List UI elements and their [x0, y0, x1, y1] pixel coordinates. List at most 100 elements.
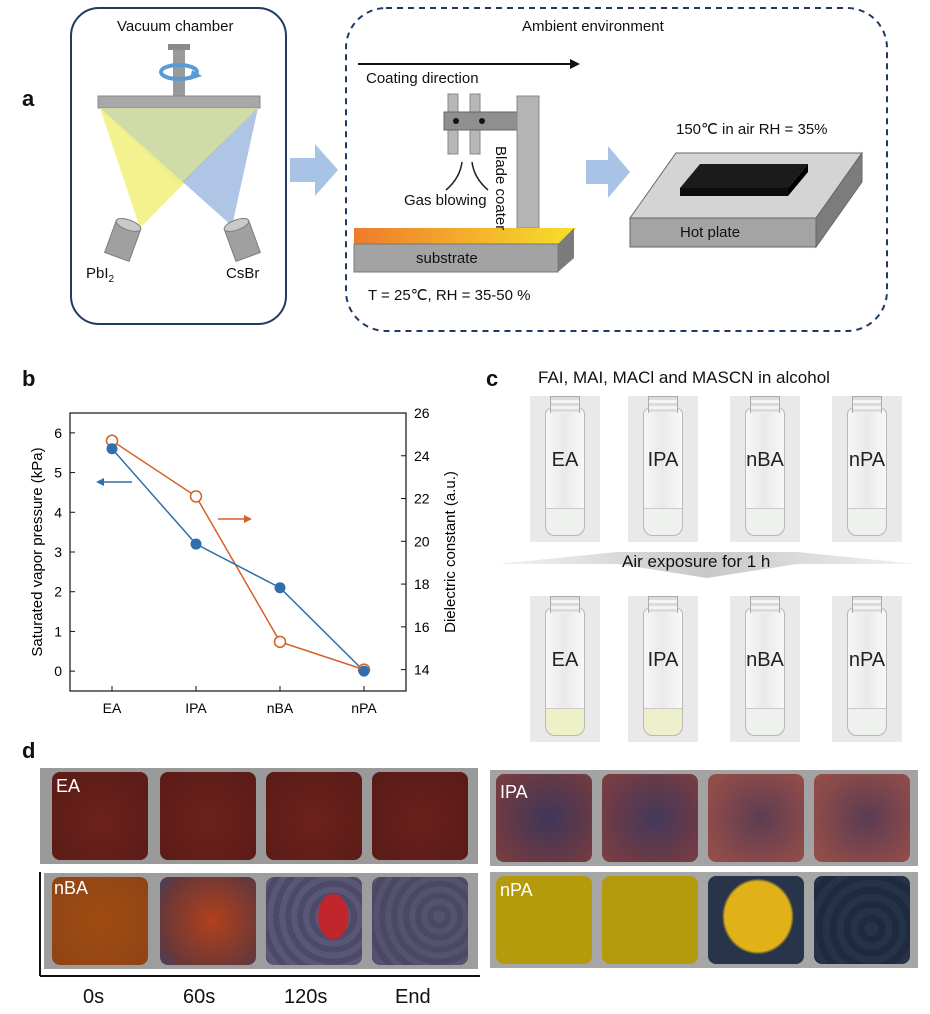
after-vial-label: nBA	[746, 648, 784, 671]
before-vial-label: nBA	[746, 448, 784, 471]
y-tick-label: 0	[54, 663, 62, 679]
film-nba-0s	[52, 877, 148, 965]
vapor-pressure-line	[111, 448, 365, 672]
film-nba-end	[372, 877, 468, 965]
substrate-holder	[97, 95, 261, 109]
blade-post	[516, 95, 540, 229]
before-vial-ea: EA	[530, 396, 600, 542]
y-tick-label: 4	[54, 504, 62, 520]
film-npa-120s	[708, 876, 804, 964]
y-right-tick-label: 20	[414, 533, 430, 549]
after-vial-label: nPA	[848, 648, 886, 671]
film-ea-60s	[160, 772, 256, 860]
panel-b-letter: b	[22, 366, 36, 391]
vacuum-chamber-box	[70, 7, 287, 325]
film-npa-60s	[602, 876, 698, 964]
after-vial-nba: nBA	[730, 596, 800, 742]
coating-direction-label: Coating direction	[366, 70, 479, 87]
hot-plate-label: Hot plate	[680, 224, 741, 241]
plot-frame	[69, 412, 407, 692]
process-arrow-1	[290, 144, 338, 196]
ambient-box	[345, 7, 888, 332]
blade-coater-label: Blade coater	[492, 146, 509, 231]
before-vial-nba: nBA	[730, 396, 800, 542]
time-label-end: End	[395, 986, 431, 1008]
vapor-pressure-point	[274, 582, 286, 594]
row-label-npa: nPA	[500, 880, 533, 900]
panel-c-letter: c	[486, 366, 499, 391]
row-label-ipa: IPA	[500, 782, 528, 802]
after-vial-ea: EA	[530, 596, 600, 742]
vapor-pressure-point	[358, 665, 370, 677]
y-right-tick-label: 26	[414, 405, 430, 421]
left-axis-arrowhead	[96, 478, 104, 486]
y-axis-label: Saturated vapor pressure (kPa)	[29, 447, 46, 656]
film-ea-end	[372, 772, 468, 860]
panel-a-figure	[70, 7, 888, 332]
gas-blowing-label: Gas blowing	[404, 192, 487, 209]
right-axis-arrowhead	[244, 515, 252, 523]
after-vial-npa: nPA	[832, 596, 902, 742]
vapor-pressure-point	[106, 443, 118, 455]
csbr-crucible-icon	[223, 217, 262, 263]
after-vial-label: EA	[551, 648, 579, 671]
y-right-tick-label: 14	[414, 662, 430, 678]
row-label-nba: nBA	[54, 878, 89, 898]
y-right-tick-label: 18	[414, 576, 430, 592]
y-right-tick-label: 24	[414, 448, 430, 464]
after-vial-label: IPA	[647, 648, 679, 671]
y-tick-label: 6	[54, 425, 62, 441]
before-vial-ipa: IPA	[628, 396, 698, 542]
film-ea-0s	[52, 772, 148, 860]
film-sample	[680, 164, 808, 188]
after-vial-ipa: IPA	[628, 596, 698, 742]
film-ipa-60s	[602, 774, 698, 862]
substrate-label: substrate	[416, 250, 478, 267]
conditions-label: T = 25℃, RH = 35-50 %	[368, 287, 531, 304]
ambient-label: Ambient environment	[522, 18, 664, 35]
dielectric-line	[111, 440, 365, 671]
x-tick-label: nBA	[267, 700, 294, 716]
y-right-tick-label: 16	[414, 619, 430, 635]
vapor-pressure-point	[190, 538, 202, 550]
panel-c-title: FAI, MAI, MACl and MASCN in alcohol	[538, 368, 830, 387]
x-tick-label: EA	[103, 700, 122, 716]
film-nba-60s	[160, 877, 256, 965]
air-exposure-arrow	[497, 552, 917, 578]
csbr-label: CsBr	[226, 265, 260, 282]
row-label-ea: EA	[56, 776, 81, 796]
pbi2-text: PbI	[86, 265, 109, 282]
time-label-120s: 120s	[284, 986, 328, 1008]
before-vial-label: EA	[551, 448, 579, 471]
before-vial-label: nPA	[848, 448, 886, 471]
x-tick-label: nPA	[351, 700, 377, 716]
film-ipa-end	[814, 774, 910, 862]
film-npa-end	[814, 876, 910, 964]
x-tick-label: IPA	[185, 700, 207, 716]
coating-direction-arrow	[570, 59, 580, 69]
y-right-tick-label: 22	[414, 491, 430, 507]
pbi2-crucible-icon	[103, 217, 142, 263]
anneal-label: 150℃ in air RH = 35%	[676, 121, 828, 138]
time-label-0s: 0s	[83, 986, 105, 1008]
substrate-film	[354, 228, 576, 244]
panel-a-letter: a	[22, 86, 35, 111]
film-npa-0s	[496, 876, 592, 964]
y-tick-label: 5	[54, 465, 62, 481]
before-vial-label: IPA	[647, 448, 679, 471]
film-nba-120s	[266, 877, 362, 965]
rotation-arrow-icon	[159, 63, 199, 81]
film-ea-120s	[266, 772, 362, 860]
line-chart: 0 1 2 3 4 5 6 14 16 18 20 22 24 26 EA IPA nBA nPA Saturate…	[29, 405, 459, 716]
before-vial-npa: nPA	[832, 396, 902, 542]
y-tick-label: 1	[54, 623, 62, 639]
pbi2-label: PbI2	[86, 265, 114, 285]
dielectric-point	[189, 490, 203, 503]
y-tick-label: 3	[54, 544, 62, 560]
y-right-axis-label: Dielectric constant (a.u.)	[442, 471, 459, 633]
pbi2-subscript: 2	[108, 274, 115, 285]
process-arrow-2	[586, 146, 630, 198]
film-ipa-120s	[708, 774, 804, 862]
time-axis	[39, 872, 480, 977]
air-exposure-label: Air exposure for 1 h	[622, 552, 771, 571]
